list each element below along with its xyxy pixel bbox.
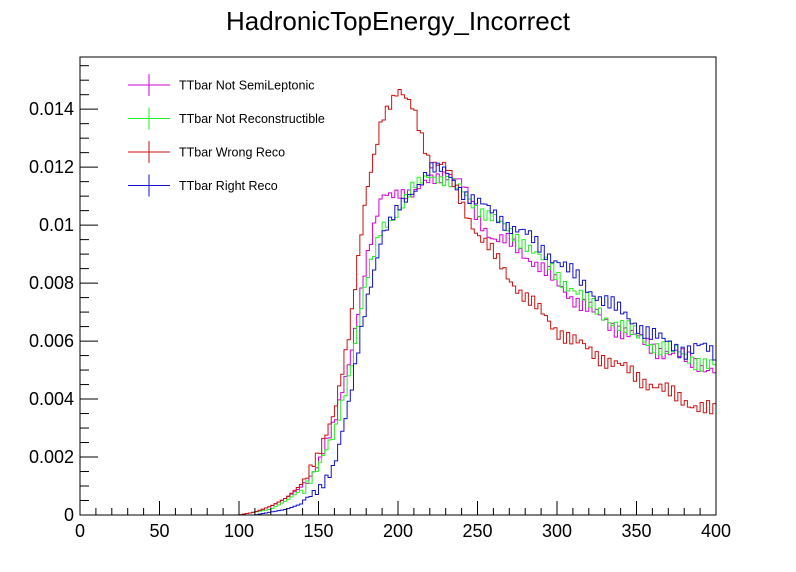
histogram-series-layer — [80, 89, 716, 516]
y-tick-label: 0.004 — [29, 389, 74, 409]
legend-label: TTbar Right Reco — [179, 179, 278, 193]
x-tick-label: 0 — [75, 521, 85, 541]
legend-label: TTbar Not SemiLeptonic — [179, 79, 314, 93]
x-tick-label: 100 — [224, 521, 254, 541]
x-tick-label: 350 — [621, 521, 651, 541]
x-tick-label: 50 — [149, 521, 169, 541]
x-tick-label: 150 — [303, 521, 333, 541]
chart-title: HadronicTopEnergy_Incorrect — [226, 6, 571, 36]
y-tick-label: 0.008 — [29, 273, 74, 293]
legend-label: TTbar Not Reconstructible — [179, 112, 325, 126]
y-tick-label: 0.01 — [39, 215, 74, 235]
x-tick-label: 200 — [383, 521, 413, 541]
x-tick-label: 250 — [462, 521, 492, 541]
series-line-3 — [80, 162, 716, 516]
y-tick-label: 0.002 — [29, 447, 74, 467]
legend-label: TTbar Wrong Reco — [179, 146, 285, 160]
y-tick-label: 0.006 — [29, 331, 74, 351]
y-tick-label: 0.014 — [29, 99, 74, 119]
y-tick-label: 0 — [64, 505, 74, 525]
x-tick-label: 400 — [701, 521, 731, 541]
y-tick-label: 0.012 — [29, 157, 74, 177]
x-tick-label: 300 — [542, 521, 572, 541]
axis-layer: 0 50 100 150 200 250 300 350 400 0 0.002 0.004 0.006… — [29, 65, 731, 541]
legend: TTbar Not SemiLeptonic TTbar Not Reconstr… — [128, 74, 325, 197]
